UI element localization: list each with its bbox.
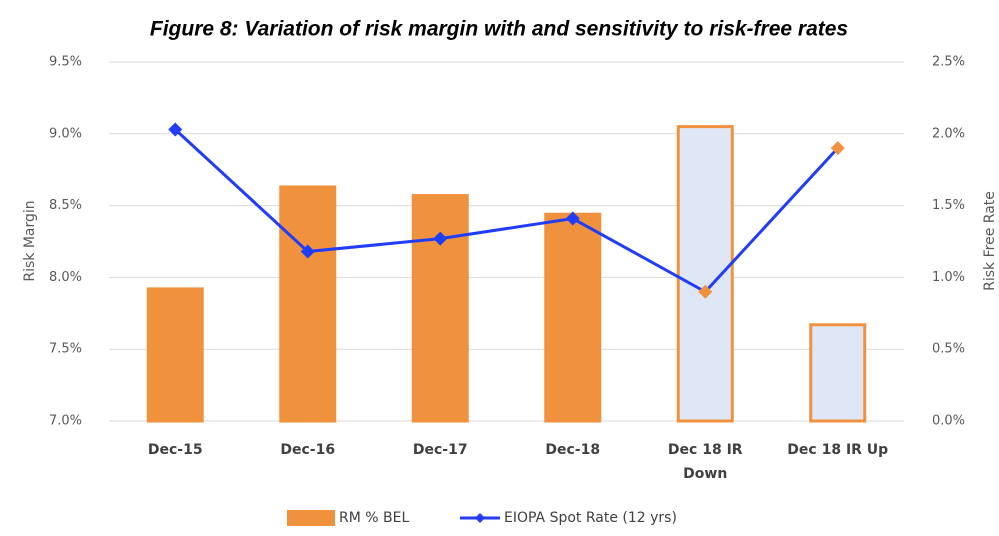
line <box>174 128 839 294</box>
bar <box>809 323 867 423</box>
x-tick-label-box: Dec 18 IR Down <box>667 442 743 482</box>
legend-label: EIOPA Spot Rate (12 yrs) <box>504 510 677 526</box>
y2-tick-label: 0.0% <box>932 414 965 429</box>
x-tick-label-box: Dec-16 <box>280 442 336 458</box>
x-tick-label: Dec-18 <box>545 442 601 458</box>
marker <box>433 231 448 246</box>
y2-tick-label: 2.0% <box>932 126 965 141</box>
bar <box>676 125 734 423</box>
legend-label: RM % BEL <box>339 510 409 526</box>
y2-tick-label: 2.5% <box>932 55 965 70</box>
x-tick-label: Dec-15 <box>147 442 203 458</box>
x-tick-label: Dec-16 <box>280 442 336 458</box>
y-axis-label: Risk Margin <box>22 200 38 281</box>
x-tick-label-box: Dec-18 <box>545 442 601 458</box>
marker <box>168 122 183 137</box>
y-tick-label: 7.5% <box>49 342 82 357</box>
y2-tick-label: 0.5% <box>932 342 965 357</box>
y-tick-label: 8.5% <box>49 198 82 213</box>
bar <box>146 287 204 423</box>
x-tick-label-box: Dec-15 <box>147 442 203 458</box>
x-tick-label-box: Dec-17 <box>412 442 468 458</box>
bar <box>544 212 602 423</box>
y2-tick-label: 1.0% <box>932 270 965 285</box>
y-tick-label: 9.5% <box>49 55 82 70</box>
chart-title: Figure 8: Variation of risk margin with … <box>150 18 848 41</box>
x-tick-label: Dec-17 <box>412 442 468 458</box>
y2-tick-label: 1.5% <box>932 198 965 213</box>
legend-marker <box>475 513 485 523</box>
y-tick-label: 8.0% <box>49 270 82 285</box>
legend-swatch <box>287 510 335 526</box>
marker <box>565 211 580 226</box>
marker <box>698 284 713 299</box>
marker <box>300 244 315 259</box>
y-tick-label: 9.0% <box>49 126 82 141</box>
marker <box>830 141 845 156</box>
y2-axis-label: Risk Free Rate <box>982 191 998 291</box>
y-tick-label: 7.0% <box>49 414 82 429</box>
bar <box>279 185 337 423</box>
bar <box>411 194 469 423</box>
x-tick-label: Dec 18 IR Down <box>667 442 743 482</box>
x-tick-label: Dec 18 IR Up <box>787 442 889 458</box>
x-tick-label-box: Dec 18 IR Up <box>787 442 889 458</box>
